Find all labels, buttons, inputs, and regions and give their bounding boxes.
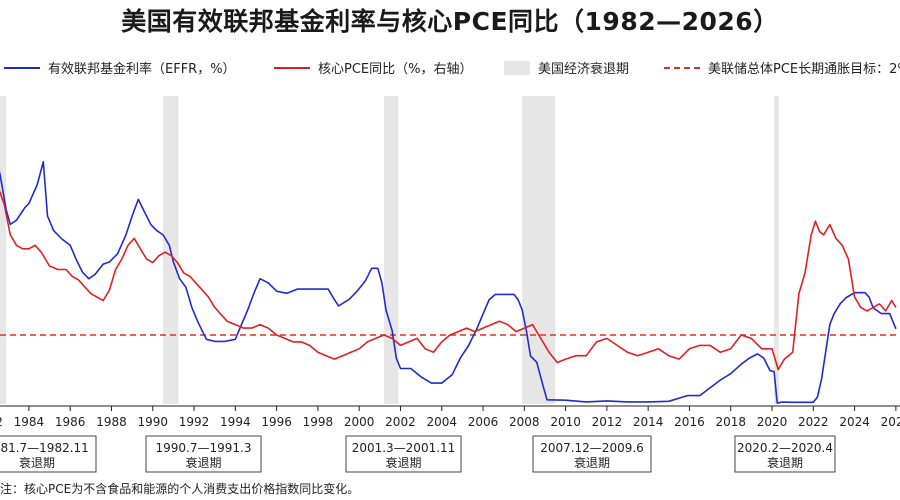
x-tick-label-2024: 2024 [839, 415, 870, 429]
x-tick-label-2000: 2000 [344, 415, 375, 429]
legend-label-pce: 核心PCE同比（%，右轴） [318, 62, 473, 77]
recession-band-3 [522, 96, 556, 404]
recession-box-label-4: 衰退期 [767, 455, 803, 470]
legend-label-effr: 有效联邦基金利率（EFFR，%） [48, 62, 236, 77]
x-tick-label-2018: 2018 [715, 415, 746, 429]
recession-bands [0, 96, 779, 404]
x-tick-label-1984: 1984 [14, 415, 45, 429]
recession-band-2 [383, 96, 399, 404]
legend-item-pce: 核心PCE同比（%，右轴） [274, 58, 472, 77]
x-tick-label-2020: 2020 [757, 415, 788, 429]
series-lines [0, 161, 897, 404]
x-tick-label-2002: 2002 [385, 415, 416, 429]
recession-box-label-3: 衰退期 [574, 455, 610, 470]
recession-box-2 [345, 435, 462, 473]
x-tick-label-2012: 2012 [592, 415, 623, 429]
series-line-pce [0, 190, 897, 371]
recession-band-0 [0, 96, 7, 404]
x-tick-label-1988: 1988 [96, 415, 127, 429]
legend-swatch-effr [4, 66, 40, 69]
x-tick-label-2016: 2016 [674, 415, 705, 429]
footnote: 注：核心PCE为不含食品和能源的个人消费支出价格指数同比变化。 [0, 482, 360, 496]
x-tick-label-2014: 2014 [633, 415, 664, 429]
x-tick-label-1986: 1986 [55, 415, 86, 429]
recession-box-label-1: 衰退期 [185, 455, 221, 470]
recession-box-period-1: 1990.7—1991.3 [156, 441, 252, 455]
legend-swatch-recession [504, 60, 530, 75]
x-axis: 1982 1984 1986 1988 1990 1992 1994 1996 1998 2000… [0, 405, 900, 429]
recession-box-period-2: 2001.3—2001.11 [352, 441, 456, 455]
legend-swatch-target [664, 66, 700, 69]
recession-box-period-4: 2020.2—2020.4 [737, 441, 833, 455]
x-tick-label-1990: 1990 [137, 415, 168, 429]
x-tick-label-1994: 1994 [220, 415, 251, 429]
x-tick-label-1998: 1998 [303, 415, 334, 429]
recession-box-period-3: 2007.12—2009.6 [540, 441, 644, 455]
legend-label-recession: 美国经济衰退期 [538, 62, 630, 77]
recession-box-4 [734, 435, 836, 473]
recession-box-label-2: 衰退期 [385, 455, 421, 470]
x-tick-label-2010: 2010 [550, 415, 581, 429]
legend-item-effr: 有效联邦基金利率（EFFR，%） [4, 58, 236, 77]
recession-box-3 [532, 435, 652, 473]
x-tick-label-2004: 2004 [426, 415, 457, 429]
x-tick-label-1982: 1982 [0, 415, 3, 429]
x-tick-label-2006: 2006 [468, 415, 499, 429]
recession-box-period-0: 1981.7—1982.11 [0, 441, 89, 455]
x-tick-label-1992: 1992 [179, 415, 210, 429]
chart-title: 美国有效联邦基金利率与核心PCE同比（1982—2026） [121, 7, 779, 36]
series-line-effr [0, 161, 897, 404]
x-tick-label-2026: 2026 [881, 415, 900, 429]
legend-item-recession: 美国经济衰退期 [504, 58, 629, 77]
recession-band-4 [774, 96, 779, 404]
recession-label-boxes: 1981.7—1982.11衰退期1990.7—1991.3衰退期2001.3—… [0, 435, 836, 473]
legend-swatch-pce [274, 66, 310, 69]
x-tick-label-2022: 2022 [798, 415, 829, 429]
x-tick-label-2008: 2008 [509, 415, 540, 429]
x-tick-label-1996: 1996 [261, 415, 292, 429]
legend-label-target: 美联储总体PCE长期通胀目标：2% [708, 62, 900, 77]
recession-box-1 [145, 435, 262, 473]
legend-item-target: 美联储总体PCE长期通胀目标：2% [664, 58, 900, 77]
recession-box-label-0: 衰退期 [19, 455, 55, 470]
recession-box-0 [0, 435, 97, 473]
